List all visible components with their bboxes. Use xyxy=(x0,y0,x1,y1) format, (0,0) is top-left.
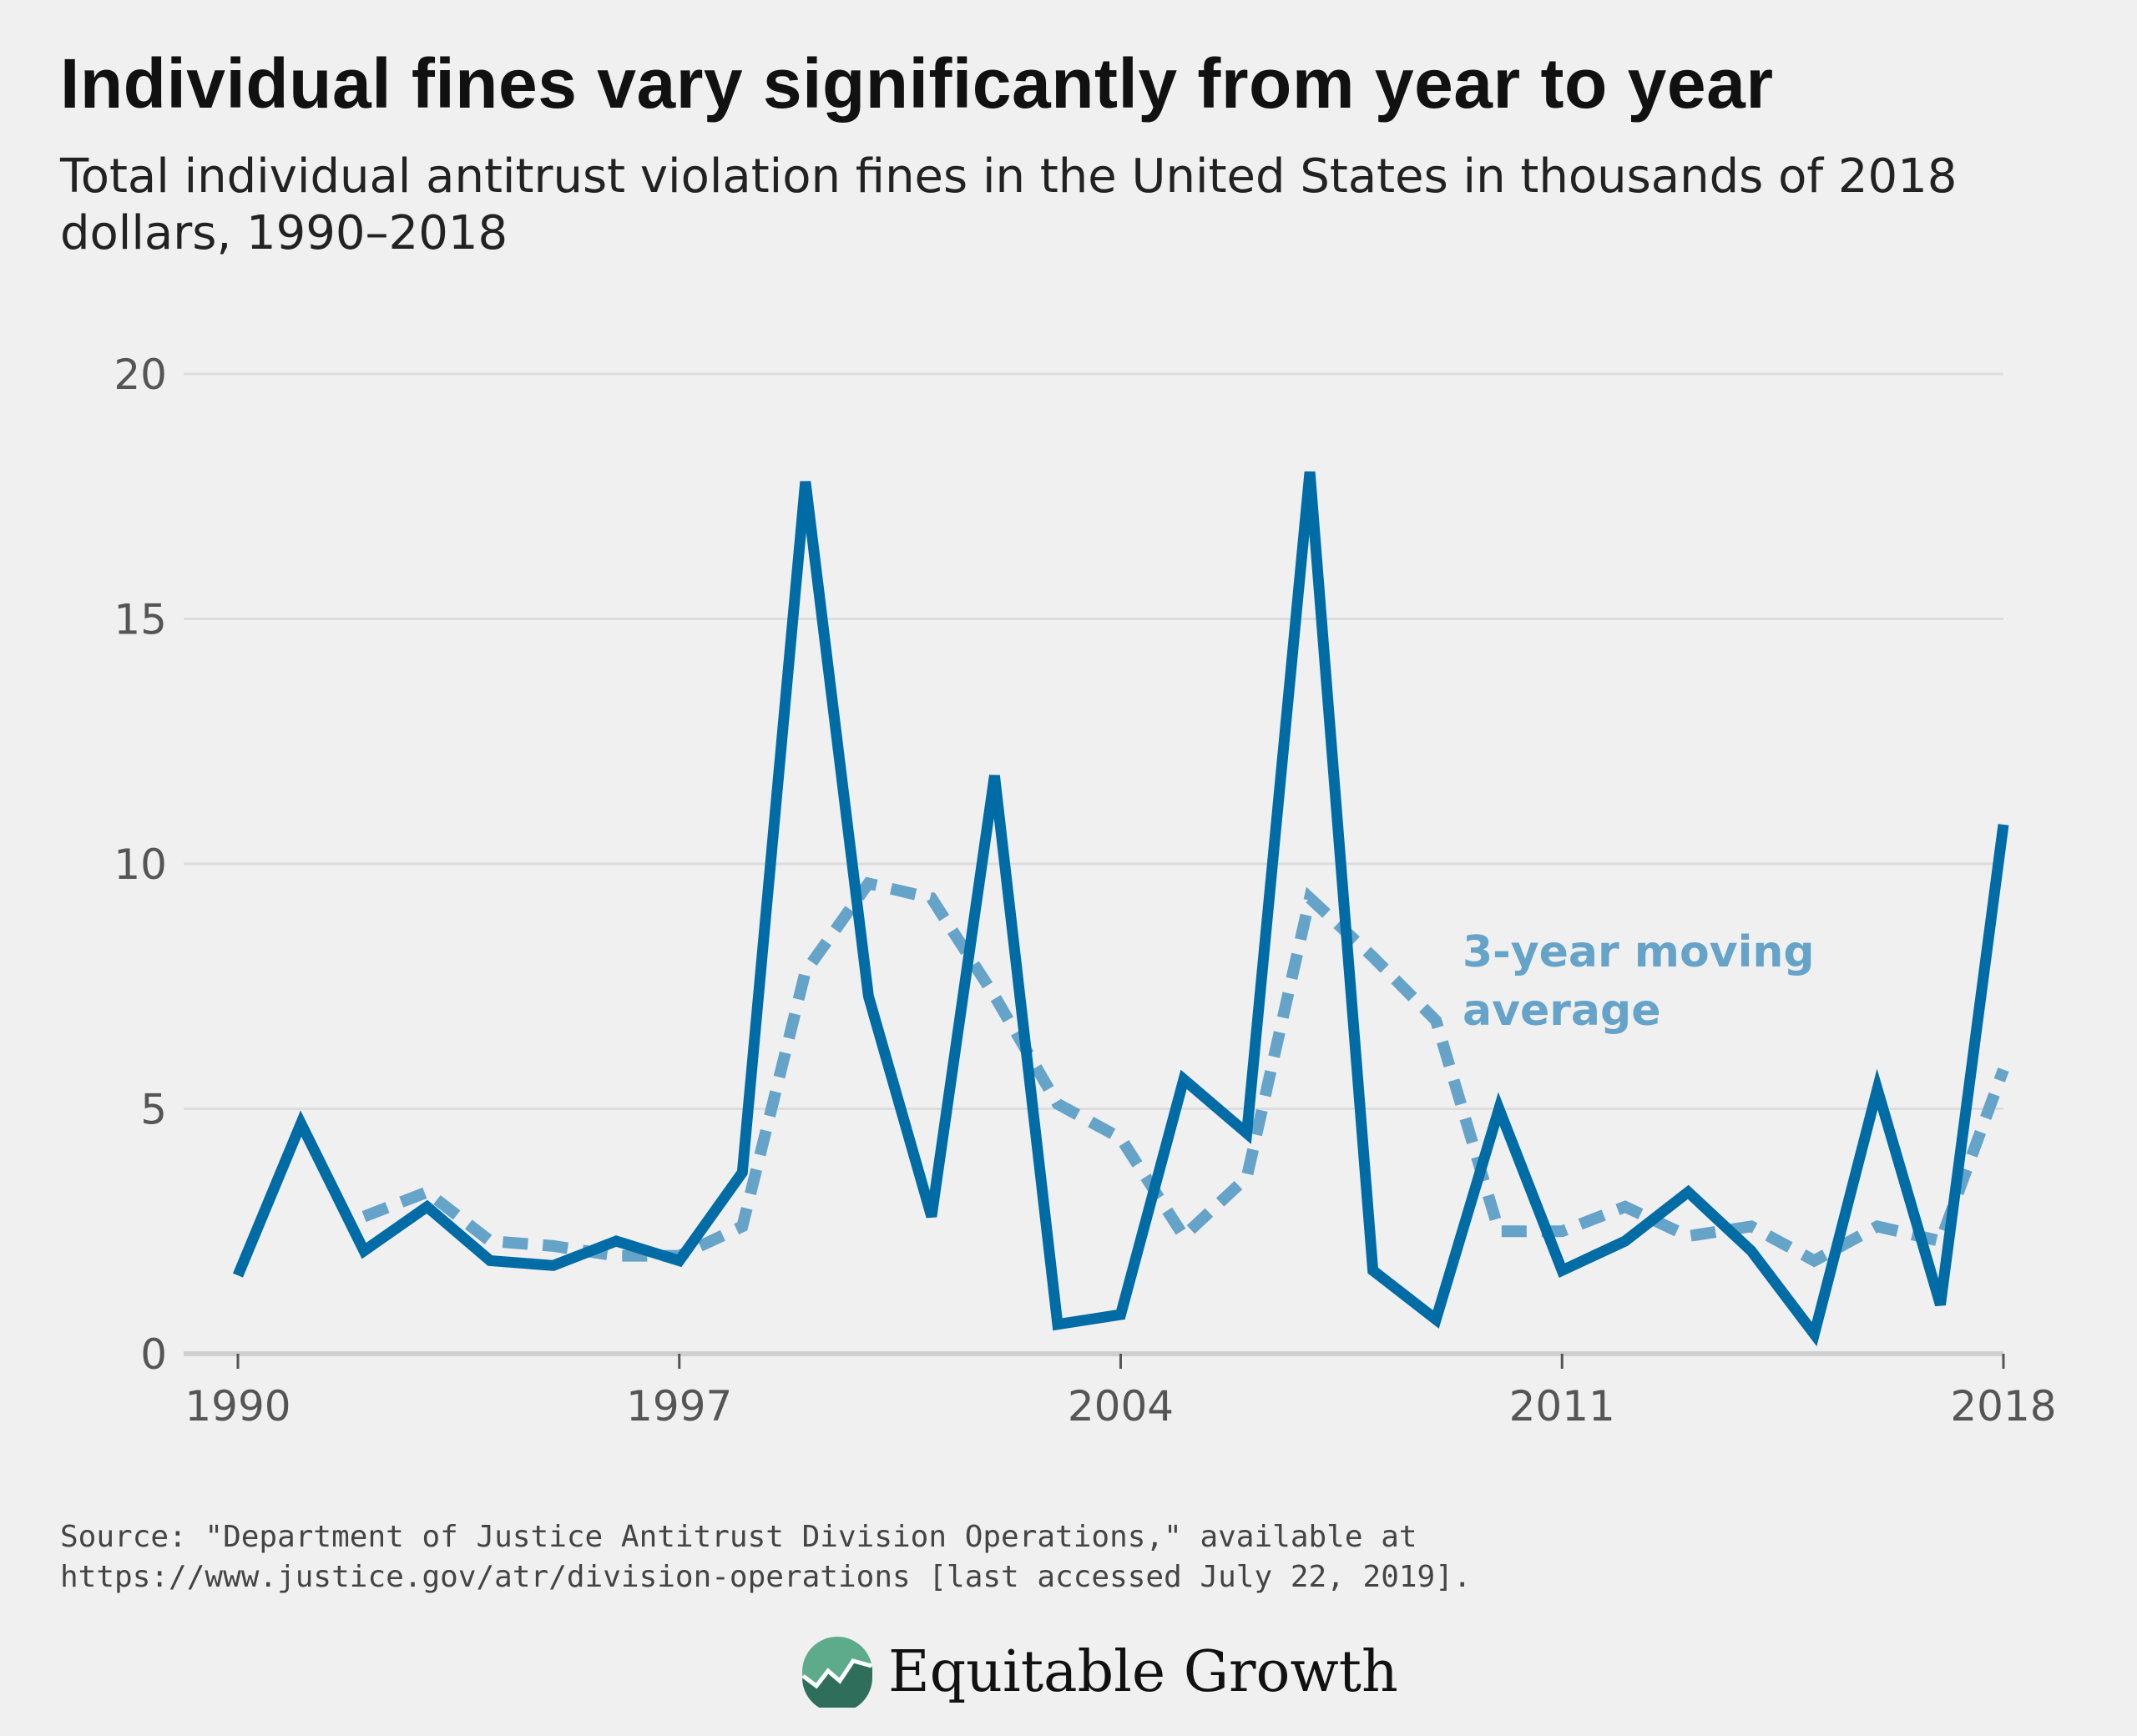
annotation-line: average xyxy=(1463,986,1660,1036)
growth-chart-icon xyxy=(801,1637,872,1708)
y-tick-label: 20 xyxy=(114,351,167,399)
axes: 0 5 10 15 20 1990 1997 2004 2011 2018 xyxy=(114,351,2056,1431)
y-tick-label: 15 xyxy=(114,596,167,644)
chart-title: Individual fines vary significantly from… xyxy=(60,44,1774,123)
y-tick-label: 10 xyxy=(114,840,167,889)
chart-subtitle: Total individual antitrust violation fin… xyxy=(60,149,1958,260)
equitable-growth-logo: Equitable Growth xyxy=(801,1634,1398,1709)
y-tick-label: 0 xyxy=(140,1330,167,1379)
x-tick-label: 1990 xyxy=(184,1382,290,1431)
y-tick-label: 5 xyxy=(140,1086,167,1134)
grid-lines xyxy=(184,372,2003,1356)
source-note: Source: "Department of Justice Antitrust… xyxy=(60,1517,2064,1597)
x-tick-label: 2011 xyxy=(1509,1382,1615,1431)
line-chart: 0 5 10 15 20 1990 1997 2004 2011 2018 3-year movi… xyxy=(114,351,2056,1431)
source-line-2: https://www.justice.gov/atr/division-ope… xyxy=(60,1560,1472,1594)
series-lines xyxy=(232,471,2009,1347)
x-tick-label: 1997 xyxy=(626,1382,732,1431)
moving-average-line xyxy=(361,876,2009,1268)
x-tick-label: 2004 xyxy=(1068,1382,1174,1431)
annotation-line: 3-year moving xyxy=(1463,927,1815,977)
source-line-1: Source: "Department of Justice Antitrust… xyxy=(60,1520,1417,1554)
x-tick-label: 2018 xyxy=(1950,1382,2056,1431)
logo-text: Equitable Growth xyxy=(888,1638,1398,1705)
fines-line xyxy=(232,471,2009,1347)
moving-average-annotation: 3-year moving average xyxy=(1463,927,1815,1036)
